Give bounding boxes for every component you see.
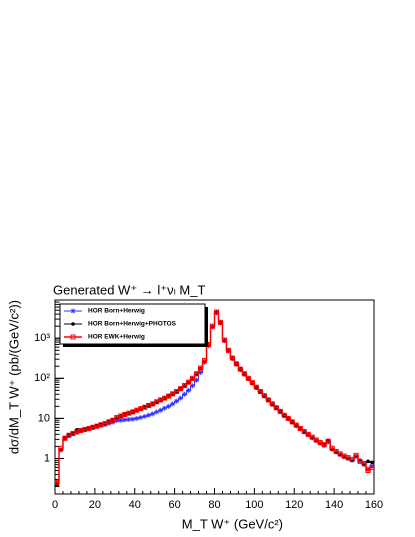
marker	[293, 422, 299, 428]
marker	[130, 416, 136, 422]
x-tick-label: 0	[52, 499, 58, 511]
x-tick-label: 100	[245, 499, 263, 511]
y-tick-label: 1	[44, 452, 50, 464]
marker	[186, 387, 192, 393]
marker	[281, 412, 287, 418]
marker	[369, 463, 374, 469]
marker	[349, 456, 355, 462]
marker	[162, 405, 168, 411]
marker	[178, 386, 184, 392]
plot-area	[55, 309, 374, 487]
marker	[361, 460, 367, 466]
marker	[313, 437, 319, 443]
marker	[366, 459, 370, 464]
marker	[261, 393, 267, 399]
x-tick-label: 160	[365, 499, 383, 511]
marker	[70, 308, 76, 314]
legend-label: HOR EWK+Herwig	[88, 334, 145, 341]
marker	[301, 429, 307, 435]
x-tick-label: 120	[285, 499, 303, 511]
legend-box	[59, 303, 206, 345]
marker	[62, 435, 68, 441]
x-tick-label: 40	[129, 499, 141, 511]
marker	[229, 355, 235, 361]
marker	[329, 445, 335, 451]
marker	[202, 357, 208, 363]
y-axis-label: dσ/dM_T W⁺ (pb/(GeV/c²))	[6, 300, 21, 454]
marker	[138, 415, 144, 421]
marker	[114, 418, 120, 424]
marker	[265, 397, 271, 403]
y-tick-label: 10	[38, 412, 50, 424]
marker	[190, 383, 196, 389]
marker	[245, 375, 251, 381]
marker	[198, 369, 204, 375]
y-tick-label: 10³	[34, 332, 50, 344]
marker	[297, 425, 303, 431]
marker	[305, 431, 311, 437]
marker	[370, 460, 374, 465]
marker	[150, 411, 156, 417]
marker	[174, 398, 180, 404]
marker	[122, 417, 128, 423]
marker	[325, 438, 331, 444]
marker	[225, 347, 231, 353]
marker	[182, 383, 188, 389]
y-tick-label: 10²	[34, 372, 50, 384]
marker	[70, 334, 76, 340]
x-tick-label: 20	[89, 499, 101, 511]
marker	[134, 415, 140, 421]
marker	[365, 468, 371, 474]
legend-label: HOR Born+Herwig	[88, 308, 145, 315]
legend-label: HOR Born+Herwig+PHOTOS	[88, 321, 177, 328]
marker	[233, 361, 239, 367]
marker	[126, 416, 132, 422]
marker	[118, 417, 124, 423]
marker	[257, 388, 263, 394]
marker	[289, 419, 295, 425]
marker	[55, 480, 60, 486]
marker	[190, 375, 196, 381]
marker	[210, 323, 216, 329]
marker	[71, 322, 75, 326]
marker	[186, 379, 192, 385]
marker	[194, 377, 200, 383]
marker	[154, 409, 160, 415]
marker	[174, 388, 180, 394]
marker	[309, 434, 315, 440]
marker	[158, 407, 164, 413]
marker	[142, 413, 148, 419]
marker	[182, 391, 188, 397]
marker	[353, 452, 359, 458]
marker	[221, 337, 227, 343]
marker	[321, 442, 327, 448]
x-axis-label: M_T W⁺ (GeV/c²)	[182, 516, 283, 531]
marker	[241, 371, 247, 377]
marker	[369, 464, 374, 470]
marker	[285, 415, 291, 421]
marker	[213, 309, 219, 315]
x-tick-label: 80	[208, 499, 220, 511]
marker	[269, 401, 275, 407]
marker	[237, 366, 243, 372]
marker	[166, 403, 172, 409]
marker	[217, 319, 223, 325]
x-tick-label: 60	[169, 499, 181, 511]
marker	[277, 408, 283, 414]
x-tick-label: 140	[325, 499, 343, 511]
marker	[58, 445, 64, 451]
marker	[178, 395, 184, 401]
marker	[198, 365, 204, 371]
marker	[170, 401, 176, 407]
marker	[146, 412, 152, 418]
marker	[194, 371, 200, 377]
chart-title: Generated W⁺ → l⁺νₗ M_T	[53, 282, 205, 297]
marker	[253, 384, 259, 390]
marker	[273, 405, 279, 411]
marker	[110, 417, 116, 423]
marker	[249, 380, 255, 386]
